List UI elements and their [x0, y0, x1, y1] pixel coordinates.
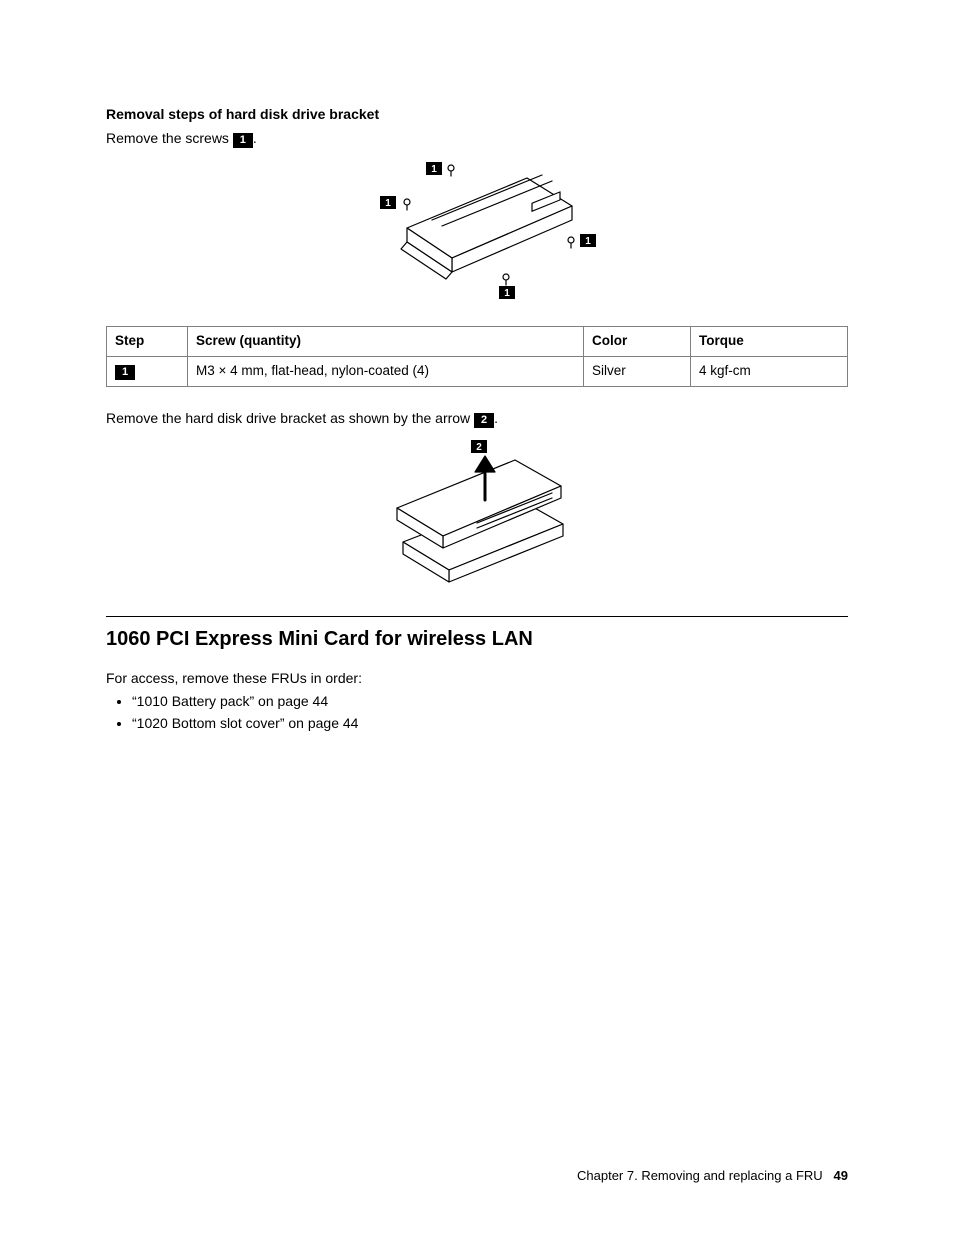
footer-page-number: 49	[834, 1168, 848, 1183]
callout-1-inline: 1	[233, 133, 253, 148]
footer-chapter: Chapter 7. Removing and replacing a FRU	[577, 1168, 823, 1183]
th-torque: Torque	[691, 326, 848, 356]
fru-list: “1010 Battery pack” on page 44 “1020 Bot…	[116, 692, 848, 733]
svg-text:2: 2	[476, 442, 482, 453]
td-color: Silver	[584, 356, 691, 386]
intro-1-post: .	[253, 130, 257, 146]
th-color: Color	[584, 326, 691, 356]
screw-table-header-row: Step Screw (quantity) Color Torque	[107, 326, 848, 356]
screw-table: Step Screw (quantity) Color Torque 1 M3 …	[106, 326, 848, 387]
svg-text:1: 1	[504, 288, 510, 299]
figure-2: 2	[106, 438, 848, 594]
table-row: 1 M3 × 4 mm, flat-head, nylon-coated (4)…	[107, 356, 848, 386]
section-2-heading: 1060 PCI Express Mini Card for wireless …	[106, 616, 848, 653]
hdd-bracket-remove-diagram: 2	[367, 438, 587, 588]
intro-2: Remove the hard disk drive bracket as sh…	[106, 409, 848, 429]
td-screw: M3 × 4 mm, flat-head, nylon-coated (4)	[188, 356, 584, 386]
svg-text:1: 1	[431, 164, 437, 175]
list-item: “1010 Battery pack” on page 44	[132, 692, 848, 712]
svg-text:1: 1	[585, 236, 591, 247]
td-torque: 4 kgf-cm	[691, 356, 848, 386]
document-page: Removal steps of hard disk drive bracket…	[0, 0, 954, 1235]
figure-1: 1 1 1 1	[106, 158, 848, 314]
hdd-bracket-screws-diagram: 1 1 1 1	[347, 158, 607, 308]
access-intro: For access, remove these FRUs in order:	[106, 669, 848, 689]
th-step: Step	[107, 326, 188, 356]
intro-1: Remove the screws 1.	[106, 129, 848, 149]
section-1-title: Removal steps of hard disk drive bracket	[106, 105, 848, 125]
th-screw: Screw (quantity)	[188, 326, 584, 356]
page-footer: Chapter 7. Removing and replacing a FRU …	[577, 1167, 848, 1185]
list-item: “1020 Bottom slot cover” on page 44	[132, 714, 848, 734]
intro-1-pre: Remove the screws	[106, 130, 233, 146]
intro-2-post: .	[494, 410, 498, 426]
td-step: 1	[107, 356, 188, 386]
callout-2-inline: 2	[474, 413, 494, 428]
td-step-callout: 1	[115, 365, 135, 380]
intro-2-pre: Remove the hard disk drive bracket as sh…	[106, 410, 474, 426]
svg-text:1: 1	[385, 198, 391, 209]
